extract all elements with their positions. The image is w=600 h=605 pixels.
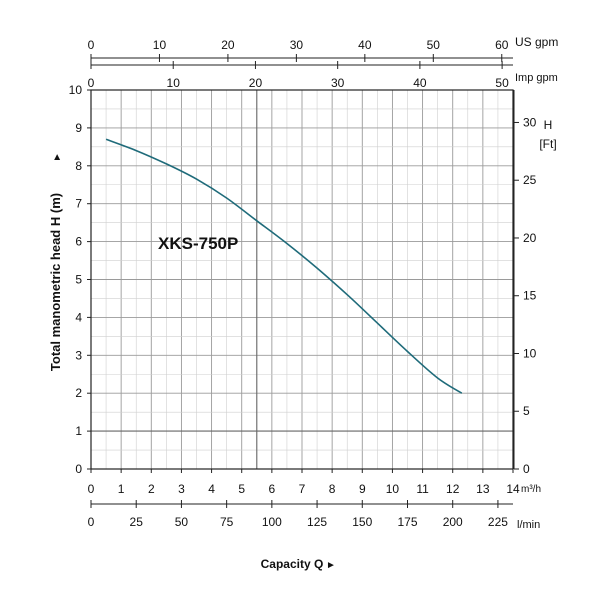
- x-tick-label: 5: [238, 482, 245, 496]
- grid: [90, 89, 514, 470]
- x-tick-label: 7: [299, 482, 306, 496]
- top-axis-imp-gpm-unit: Imp gpm: [515, 72, 558, 84]
- x-axis-unit-m3h: m³/h: [521, 484, 541, 495]
- x-tick-label: 2: [148, 482, 155, 496]
- x-tick-label: 9: [359, 482, 366, 496]
- x-axis-label: Capacity Q: [261, 557, 324, 571]
- right-tick-label: 20: [523, 231, 537, 245]
- lmin-tick-label: 150: [352, 515, 372, 529]
- us-gpm-tick-label: 60: [495, 38, 509, 52]
- right-axis-label-h: H: [544, 118, 553, 132]
- y-axis-arrow-icon: ►: [52, 152, 63, 162]
- performance-curve: [105, 138, 463, 394]
- us-gpm-tick-label: 40: [358, 38, 372, 52]
- y-tick-label: 8: [75, 159, 82, 173]
- right-tick-label: 15: [523, 289, 537, 303]
- imp-gpm-tick-label: 20: [249, 76, 263, 90]
- x-tick-label: 12: [446, 482, 460, 496]
- lmin-tick-label: 100: [262, 515, 282, 529]
- y-tick-label: 3: [75, 348, 82, 362]
- y-tick-label: 6: [75, 235, 82, 249]
- y-axis-label: Total manometric head H (m): [48, 193, 63, 371]
- right-axis-label-ft: [Ft]: [539, 137, 556, 151]
- y-tick-label: 0: [75, 462, 82, 476]
- y-tick-label: 4: [75, 310, 82, 324]
- us-gpm-tick-label: 20: [221, 38, 235, 52]
- x-tick-label: 11: [416, 482, 429, 496]
- top-axis-us-gpm-unit: US gpm: [515, 35, 558, 49]
- x-axis-arrow-icon: ►: [326, 560, 336, 571]
- x-tick-label: 1: [118, 482, 125, 496]
- x-tick-label: 0: [88, 482, 95, 496]
- y-tick-label: 9: [75, 121, 82, 135]
- y-tick-label: 1: [75, 424, 82, 438]
- lmin-tick-label: 50: [175, 515, 189, 529]
- chart-title: XKS-750P: [158, 234, 238, 253]
- y-tick-label: 10: [69, 83, 83, 97]
- x-tick-label: 3: [178, 482, 185, 496]
- lmin-tick-label: 225: [488, 515, 508, 529]
- right-tick-label: 25: [523, 173, 537, 187]
- x-tick-label: 6: [269, 482, 276, 496]
- imp-gpm-tick-label: 40: [413, 76, 427, 90]
- right-tick-label: 5: [523, 404, 530, 418]
- lmin-tick-label: 125: [307, 515, 327, 529]
- imp-gpm-tick-label: 10: [167, 76, 181, 90]
- right-tick-label: 0: [523, 462, 530, 476]
- y-tick-label: 5: [75, 273, 82, 287]
- lmin-tick-label: 200: [443, 515, 463, 529]
- x-tick-label: 13: [476, 482, 490, 496]
- imp-gpm-tick-label: 30: [331, 76, 345, 90]
- right-tick-label: 10: [523, 346, 537, 360]
- us-gpm-tick-label: 10: [153, 38, 167, 52]
- curves: [105, 138, 463, 394]
- imp-gpm-tick-label: 50: [495, 76, 509, 90]
- us-gpm-tick-label: 50: [427, 38, 441, 52]
- y-tick-label: 7: [75, 197, 82, 211]
- lmin-tick-label: 175: [397, 515, 417, 529]
- x-tick-label: 10: [386, 482, 400, 496]
- bottom-axis-lmin-unit: l/min: [517, 519, 540, 531]
- x-tick-label: 14: [506, 482, 520, 496]
- x-tick-label: 4: [208, 482, 215, 496]
- lmin-tick-label: 0: [88, 515, 95, 529]
- y-tick-label: 2: [75, 386, 82, 400]
- right-tick-label: 30: [523, 115, 537, 129]
- imp-gpm-tick-label: 0: [88, 76, 95, 90]
- lmin-tick-label: 25: [130, 515, 144, 529]
- x-tick-label: 8: [329, 482, 336, 496]
- us-gpm-tick-label: 0: [88, 38, 95, 52]
- lmin-tick-label: 75: [220, 515, 234, 529]
- us-gpm-tick-label: 30: [290, 38, 304, 52]
